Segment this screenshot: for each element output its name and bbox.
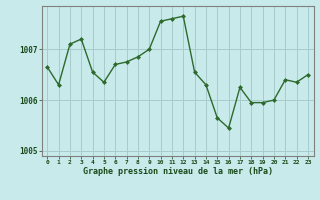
X-axis label: Graphe pression niveau de la mer (hPa): Graphe pression niveau de la mer (hPa) [83, 167, 273, 176]
